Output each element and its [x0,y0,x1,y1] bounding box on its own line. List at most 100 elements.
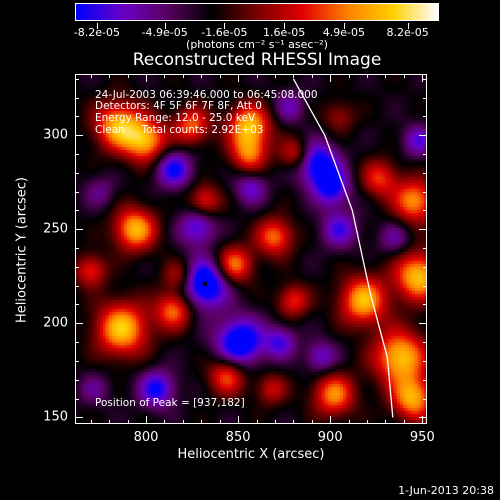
x-minor-tick-top [348,75,350,78]
x-minor-tick [109,420,111,423]
colorbar-tick [96,23,98,29]
heatmap-image [76,75,426,423]
y-minor-tick [76,172,79,174]
colorbar-tick-label: -8.2e-05 [73,26,120,39]
minimum-marker [202,281,207,286]
y-tick [76,417,83,419]
y-minor-tick [76,191,79,193]
y-tick [76,323,83,325]
colorbar-tick [164,23,166,29]
x-minor-tick-top [274,75,276,78]
y-minor-tick [76,323,79,325]
y-minor-tick-right [423,78,426,80]
x-minor-tick [256,420,258,423]
y-minor-tick-right [423,210,426,212]
x-tick-top [238,75,240,82]
colorbar-tick-label: 8.2e-05 [386,26,429,39]
x-tick-label: 800 [133,430,159,445]
timestamp: 1-Jun-2013 20:38 [398,484,494,497]
y-minor-tick-right [423,417,426,419]
x-tick-top [146,75,147,82]
x-minor-tick [274,420,276,423]
info-detectors: Detectors: 4F 5F 6F 7F 8F, Att 0 [95,100,262,112]
y-minor-tick [76,342,79,344]
y-tick-label: 200 [43,315,68,331]
x-minor-tick [348,420,350,423]
x-tick [238,416,240,423]
colorbar-units: (photons cm⁻² s⁻¹ asec⁻²) [186,38,328,51]
x-minor-tick [238,420,240,423]
y-minor-tick-right [423,116,426,118]
y-tick-right [419,135,426,137]
y-minor-tick-right [423,191,426,193]
x-tick-label: 900 [317,430,343,445]
x-minor-tick [201,420,203,423]
colorbar-tick-label: -1.6e-05 [201,26,248,39]
y-minor-tick [76,398,79,400]
x-minor-tick-top [403,75,405,78]
x-minor-tick [403,420,405,423]
x-tick [422,416,424,423]
y-tick-right [419,417,426,419]
x-minor-tick-top [182,75,184,78]
y-minor-tick-right [423,323,426,325]
x-minor-tick [90,420,92,423]
x-minor-tick-top [127,75,129,78]
y-minor-tick-right [423,398,426,400]
y-minor-tick-right [423,229,426,231]
y-minor-tick-right [423,172,426,174]
y-minor-tick-right [423,304,426,306]
x-minor-tick [219,420,221,423]
x-minor-tick-top [90,75,92,78]
colorbar-tick [224,23,226,29]
y-minor-tick [76,154,79,155]
colorbar-tick [284,23,286,29]
x-minor-tick [146,420,147,423]
y-minor-tick [76,285,79,287]
y-tick-right [419,323,426,325]
x-minor-tick-top [164,75,166,78]
y-minor-tick [76,379,79,381]
y-tick-label: 150 [43,409,68,425]
y-minor-tick [76,97,79,99]
y-minor-tick-right [423,97,426,99]
y-minor-tick [76,248,79,250]
y-tick-right [419,229,426,231]
y-minor-tick [76,135,79,137]
colorbar [75,3,439,21]
plot-overlay [202,78,394,418]
info-peak-position: Position of Peak = [937,182] [95,397,245,409]
x-minor-tick-top [422,75,424,78]
y-minor-tick-right [423,342,426,344]
y-minor-tick-right [423,360,426,362]
x-minor-tick [330,420,332,423]
colorbar-tick [407,23,409,29]
x-tick [146,416,147,423]
y-minor-tick-right [423,266,426,268]
y-minor-tick [76,229,79,231]
x-minor-tick-top [311,75,313,78]
y-minor-tick [76,266,79,268]
x-minor-tick [127,420,129,423]
y-tick-label: 300 [43,127,68,143]
x-tick-label: 950 [409,430,435,445]
x-minor-tick [311,420,313,423]
x-tick-label: 850 [225,430,251,445]
y-minor-tick-right [423,248,426,250]
colorbar-tick [343,23,345,29]
x-minor-tick-top [201,75,203,78]
y-axis-label: Heliocentric Y (arcsec) [14,177,30,323]
x-minor-tick-top [219,75,221,78]
y-minor-tick [76,210,79,212]
x-minor-tick-top [109,75,111,78]
y-tick-label: 250 [43,221,68,237]
y-minor-tick-right [423,285,426,287]
x-minor-tick-top [367,75,369,78]
x-minor-tick [164,420,166,423]
info-energy-range: Energy Range: 12.0 - 25.0 keV [95,112,256,124]
x-minor-tick-top [146,75,147,78]
y-tick [76,135,83,137]
colorbar-tick-label: -4.9e-05 [141,26,188,39]
x-minor-tick-top [330,75,332,78]
x-axis-label: Heliocentric X (arcsec) [177,447,325,462]
